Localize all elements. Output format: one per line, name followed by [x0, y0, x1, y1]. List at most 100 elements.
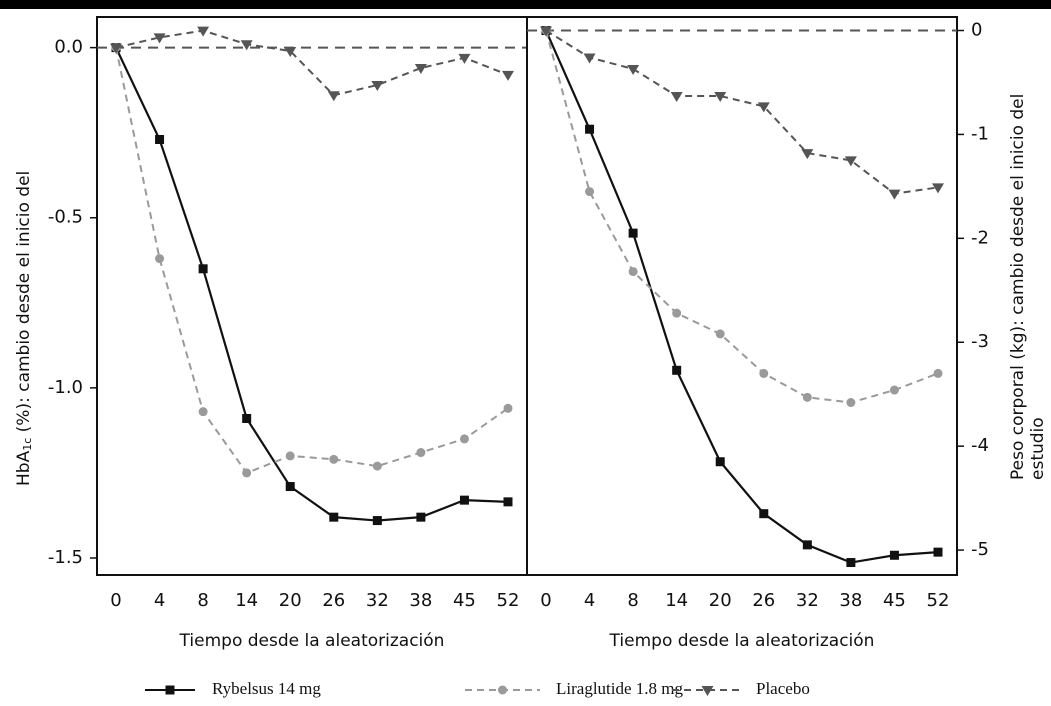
data-point [503, 497, 513, 507]
legend-label: Placebo [756, 679, 810, 698]
data-point [585, 124, 595, 134]
legend-label: Liraglutide 1.8 mg [556, 679, 684, 698]
series-line [115, 47, 509, 475]
data-point [846, 558, 856, 568]
data-point [715, 329, 725, 339]
data-point [371, 81, 384, 92]
data-point [844, 156, 857, 167]
y-axis-label-part: estudio [1028, 417, 1048, 480]
series-line [115, 47, 509, 522]
x-tick-label: 52 [927, 590, 950, 611]
y-tick-label: -5 [971, 539, 989, 560]
x-tick-label: 0 [540, 590, 551, 611]
y-axis-label: estudio [1028, 417, 1048, 480]
data-point [627, 64, 640, 75]
x-tick-label: 38 [409, 590, 432, 611]
series-line [545, 29, 939, 195]
legend-label: Rybelsus 14 mg [212, 679, 321, 698]
x-tick-label: 20 [709, 590, 732, 611]
x-tick-label: 38 [839, 590, 862, 611]
data-point [846, 398, 856, 408]
data-point [242, 468, 252, 478]
data-point [198, 407, 208, 417]
y-axis-label: HbA1c (%): cambio desde el inicio del [14, 171, 34, 486]
y-tick-label: -0.5 [48, 207, 83, 228]
legend-marker [498, 685, 507, 695]
data-point [759, 509, 769, 519]
y-axis-label-part: (%): cambio desde el inicio del [14, 171, 34, 438]
x-tick-label: 4 [584, 590, 595, 611]
data-point [155, 134, 165, 144]
y-axis-label: Peso corporal (kg): cambio desde el inic… [1008, 94, 1028, 480]
x-tick-label: 20 [279, 590, 302, 611]
x-axis-label: Tiempo desde la aleatorización [609, 631, 875, 651]
data-point [416, 512, 426, 522]
data-point [540, 26, 552, 37]
data-point [458, 53, 471, 64]
x-tick-label: 32 [796, 590, 819, 611]
data-point [329, 512, 339, 522]
y-axis-label-part: Peso corporal (kg): cambio desde el inic… [1008, 94, 1028, 480]
x-axis-label: Tiempo desde la aleatorización [179, 631, 445, 651]
data-point [110, 43, 122, 54]
data-point [242, 413, 252, 423]
y-tick-label: 0 [971, 20, 982, 41]
data-point [757, 102, 770, 113]
x-tick-label: 26 [322, 590, 345, 611]
data-point [372, 516, 382, 526]
data-point [932, 183, 944, 194]
plot-frame [526, 16, 958, 576]
data-point [888, 189, 901, 200]
plot-frame [96, 16, 528, 576]
data-point [714, 91, 727, 102]
data-point [670, 91, 683, 102]
x-tick-label: 52 [497, 590, 520, 611]
data-point [503, 403, 513, 413]
data-point [153, 33, 166, 44]
data-point [372, 461, 382, 471]
data-point [327, 91, 340, 102]
data-point [502, 70, 514, 81]
x-tick-label: 45 [453, 590, 476, 611]
data-point [416, 448, 426, 458]
data-point [240, 40, 253, 51]
series-line [115, 29, 509, 97]
x-tick-label: 45 [883, 590, 906, 611]
x-tick-label: 14 [665, 590, 688, 611]
data-point [285, 482, 295, 492]
data-point [585, 187, 595, 197]
y-axis-label-part: 1c [21, 438, 34, 451]
data-point [889, 385, 899, 395]
data-point [329, 454, 339, 464]
data-point [285, 451, 295, 461]
x-tick-label: 14 [235, 590, 258, 611]
x-tick-label: 0 [110, 590, 121, 611]
data-point [672, 308, 682, 318]
y-tick-label: -4 [971, 435, 989, 456]
data-point [459, 495, 469, 505]
data-point [715, 457, 725, 467]
y-tick-label: -1 [971, 123, 989, 144]
y-axis-label-part: HbA [14, 450, 34, 486]
x-tick-label: 4 [154, 590, 165, 611]
x-tick-label: 8 [627, 590, 638, 611]
data-point [198, 264, 208, 274]
data-point [628, 267, 638, 277]
series-line [544, 30, 939, 564]
data-point [583, 53, 596, 64]
y-tick-label: -3 [971, 331, 989, 352]
legend-marker [701, 686, 714, 696]
data-point [801, 149, 814, 160]
data-point [802, 540, 812, 550]
legend-marker [165, 685, 175, 695]
x-tick-label: 26 [752, 590, 775, 611]
data-point [459, 434, 469, 444]
data-point [155, 254, 165, 264]
data-point [414, 64, 427, 75]
y-tick-label: 0.0 [54, 37, 83, 58]
data-point [197, 26, 210, 37]
data-point [628, 228, 638, 238]
series-line [545, 30, 939, 404]
data-point [802, 392, 812, 402]
